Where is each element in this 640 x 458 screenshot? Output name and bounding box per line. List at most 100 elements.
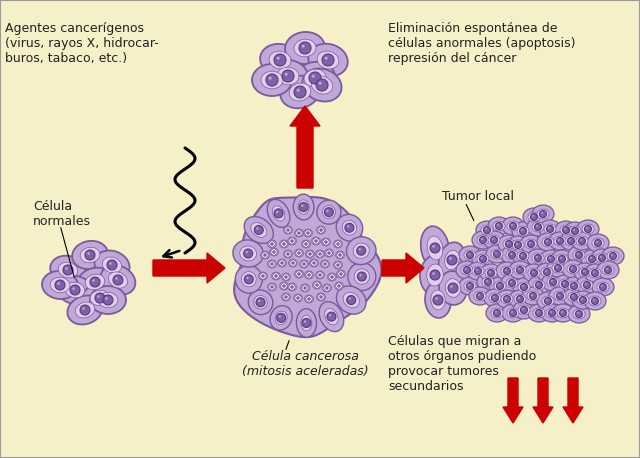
Circle shape [468, 253, 470, 255]
Ellipse shape [312, 237, 321, 245]
Circle shape [285, 251, 291, 257]
Circle shape [532, 271, 534, 273]
Circle shape [570, 266, 577, 273]
Ellipse shape [517, 226, 529, 236]
Circle shape [498, 284, 500, 286]
Circle shape [545, 270, 547, 272]
Ellipse shape [541, 267, 553, 277]
Ellipse shape [303, 69, 342, 102]
Circle shape [360, 274, 362, 276]
Ellipse shape [567, 264, 579, 274]
Ellipse shape [280, 240, 289, 248]
Circle shape [314, 239, 318, 243]
Circle shape [478, 294, 480, 296]
Ellipse shape [254, 295, 268, 309]
Circle shape [345, 223, 354, 232]
Ellipse shape [316, 250, 324, 258]
Ellipse shape [464, 250, 476, 260]
Circle shape [548, 227, 550, 229]
Circle shape [580, 239, 582, 241]
Ellipse shape [507, 221, 519, 231]
Circle shape [258, 300, 260, 302]
Circle shape [577, 253, 579, 255]
Ellipse shape [285, 32, 325, 64]
Circle shape [492, 238, 494, 240]
Circle shape [113, 275, 123, 285]
Circle shape [568, 238, 575, 245]
Ellipse shape [576, 276, 598, 294]
Ellipse shape [563, 288, 585, 306]
Ellipse shape [261, 71, 283, 89]
Ellipse shape [252, 64, 292, 96]
Circle shape [549, 257, 551, 259]
Ellipse shape [547, 277, 559, 287]
Ellipse shape [241, 272, 256, 287]
Ellipse shape [491, 308, 503, 318]
Circle shape [285, 227, 291, 233]
Ellipse shape [528, 268, 540, 278]
Ellipse shape [542, 273, 564, 291]
Circle shape [269, 76, 272, 80]
Ellipse shape [439, 271, 467, 305]
Circle shape [347, 225, 349, 228]
Ellipse shape [512, 247, 534, 265]
Ellipse shape [563, 277, 585, 295]
Circle shape [297, 89, 300, 92]
Circle shape [97, 295, 100, 298]
Circle shape [490, 236, 497, 244]
Circle shape [336, 242, 340, 246]
Circle shape [545, 298, 552, 305]
Ellipse shape [573, 309, 585, 319]
Ellipse shape [537, 209, 549, 219]
Circle shape [324, 240, 328, 244]
Ellipse shape [310, 259, 319, 267]
Ellipse shape [461, 265, 473, 275]
Circle shape [509, 310, 516, 316]
Circle shape [244, 249, 253, 258]
Circle shape [467, 251, 474, 258]
Ellipse shape [42, 271, 78, 299]
Ellipse shape [477, 254, 489, 264]
Circle shape [92, 279, 95, 282]
Circle shape [433, 295, 443, 305]
Circle shape [261, 274, 265, 278]
Circle shape [263, 253, 267, 257]
Ellipse shape [476, 221, 498, 239]
Circle shape [435, 297, 438, 300]
Circle shape [304, 321, 306, 323]
Ellipse shape [72, 241, 108, 269]
Circle shape [291, 261, 295, 265]
Circle shape [312, 75, 315, 78]
Ellipse shape [512, 222, 534, 240]
Circle shape [531, 213, 538, 220]
Ellipse shape [284, 250, 292, 258]
Circle shape [507, 242, 509, 244]
Ellipse shape [554, 236, 566, 246]
Ellipse shape [589, 296, 601, 306]
Circle shape [284, 295, 288, 299]
Ellipse shape [581, 250, 603, 268]
Ellipse shape [343, 292, 359, 308]
Circle shape [302, 285, 308, 291]
Circle shape [529, 293, 536, 300]
Ellipse shape [592, 238, 604, 248]
Circle shape [256, 298, 265, 307]
Ellipse shape [268, 60, 308, 92]
Circle shape [509, 223, 516, 229]
Ellipse shape [569, 226, 581, 236]
Circle shape [297, 231, 301, 235]
Ellipse shape [559, 279, 571, 289]
Ellipse shape [551, 250, 573, 268]
Circle shape [536, 282, 543, 289]
Ellipse shape [82, 284, 118, 312]
Ellipse shape [420, 255, 450, 295]
Circle shape [312, 261, 316, 265]
Ellipse shape [572, 291, 594, 309]
Ellipse shape [565, 236, 577, 246]
FancyArrow shape [533, 378, 553, 423]
FancyArrow shape [153, 253, 225, 283]
Circle shape [308, 252, 312, 256]
Circle shape [283, 294, 289, 300]
Ellipse shape [532, 253, 544, 263]
Ellipse shape [528, 276, 550, 294]
